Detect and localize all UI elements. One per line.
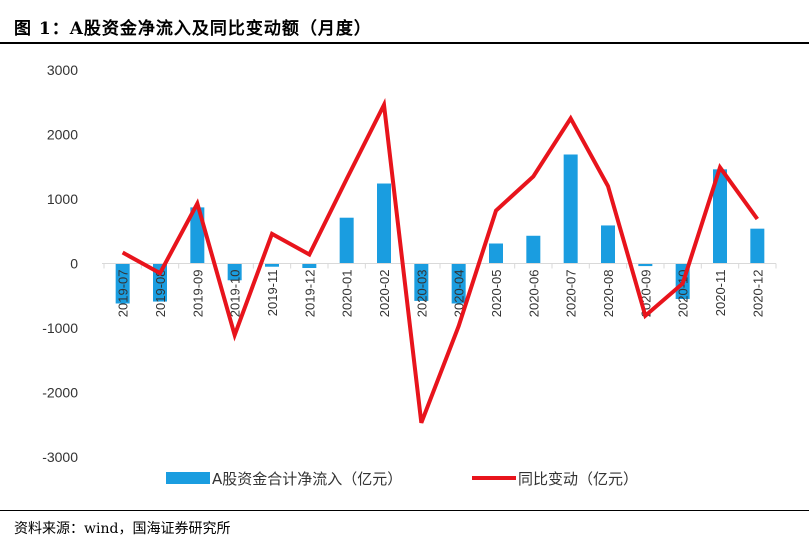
bar-2020-06 [526,235,541,264]
x-tick-label: 2019-12 [302,270,317,318]
x-axis-ticks: 2019-07 2019-08 2019-09 2019-10 2019-11 2019-… [103,263,777,318]
bar-2020-11 [713,169,727,264]
bar-2020-04 [451,263,466,304]
legend-bar-swatch [166,472,210,484]
bar-series [115,154,765,304]
bar-2019-10 [227,263,242,281]
x-tick-label: 2019-07 [116,270,131,318]
line-series [121,97,759,424]
legend-bar-label: A股资金合计净流入（亿元） [212,470,402,488]
bar-2020-03 [414,263,429,301]
x-tick-label: 2020-03 [414,270,429,318]
x-tick-label: 2020-11 [713,270,728,317]
x-tick-label: 2019-09 [190,270,205,318]
x-tick-label: 2019-10 [228,270,243,318]
bar-2020-01 [339,217,354,264]
x-tick-label: 2019-11 [265,270,280,317]
x-tick-label: 2020-02 [377,270,392,318]
bar-2020-09 [638,263,653,267]
x-tick-label: 2020-06 [526,270,541,318]
y-tick-label: -2000 [42,385,78,401]
title-rule [0,42,809,44]
y-axis-ticks: 3000 2000 1000 0 -1000 -2000 -3000 [42,62,78,465]
y-tick-label: 2000 [47,127,78,143]
x-tick-label: 2020-05 [489,270,504,318]
bar-2019-07 [115,263,130,304]
y-tick-label: 1000 [47,191,78,207]
legend-line-label: 同比变动（亿元） [518,470,638,488]
bar-2020-05 [489,243,503,264]
x-tick-label: 2019-08 [153,270,168,318]
x-tick-label: 2020-10 [676,270,691,318]
figure-title: 图 1：A股资金净流入及同比变动额（月度） [14,19,372,39]
y-tick-label: 3000 [47,62,78,78]
source-note: 资料来源：wind，国海证券研究所 [14,521,231,537]
bar-2020-08 [601,225,615,264]
y-tick-label: -1000 [42,320,78,336]
y-tick-label: 0 [70,256,78,272]
y-tick-label: -3000 [42,449,78,465]
x-tick-label: 2020-01 [340,270,355,318]
bar-2020-07 [563,154,578,264]
bar-2020-12 [750,228,765,264]
bar-2019-11 [265,263,279,267]
bar-2020-02 [377,183,391,264]
x-tick-label: 2020-07 [564,270,579,318]
x-tick-label: 2020-12 [750,270,765,318]
source-rule [0,510,809,511]
bar-2019-12 [302,263,317,269]
x-tick-label: 2020-08 [601,270,616,318]
x-tick-label: 2020-04 [452,270,467,318]
legend: A股资金合计净流入（亿元） 同比变动（亿元） [166,470,638,488]
